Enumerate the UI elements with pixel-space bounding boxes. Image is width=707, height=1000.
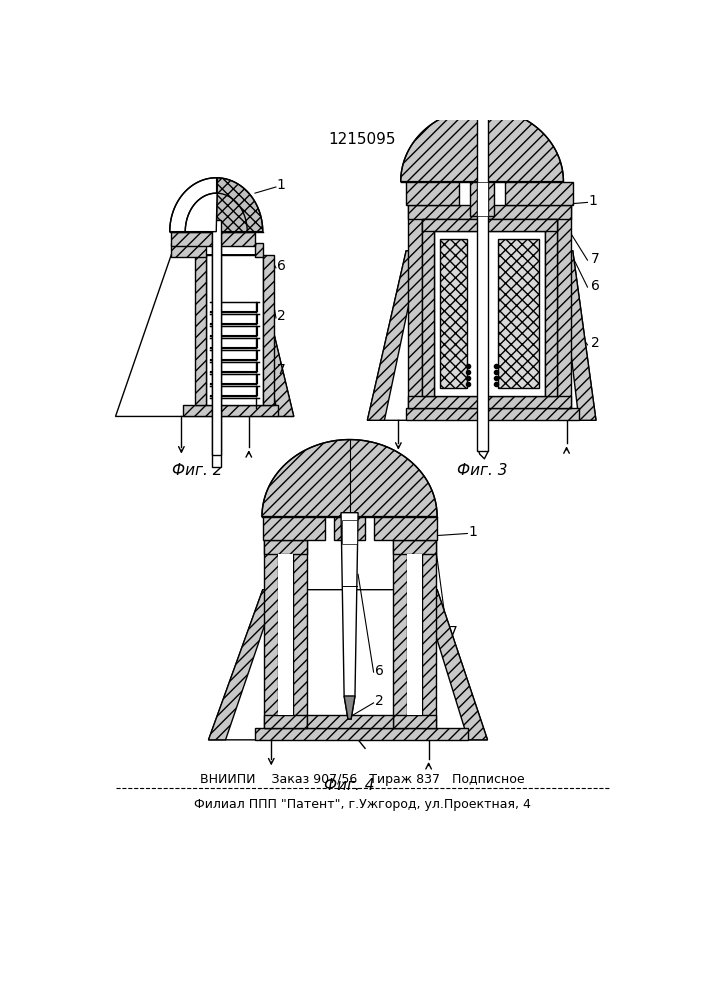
Text: 1: 1 bbox=[468, 525, 477, 539]
Polygon shape bbox=[264, 715, 307, 728]
Polygon shape bbox=[421, 219, 434, 396]
Text: Фиг. 4: Фиг. 4 bbox=[325, 778, 375, 793]
Text: 1: 1 bbox=[588, 194, 597, 208]
Polygon shape bbox=[557, 205, 571, 408]
Text: 6: 6 bbox=[590, 279, 600, 293]
Polygon shape bbox=[393, 715, 436, 728]
Text: 7: 7 bbox=[590, 252, 600, 266]
Polygon shape bbox=[498, 239, 539, 388]
Polygon shape bbox=[170, 178, 218, 232]
Polygon shape bbox=[293, 540, 307, 728]
Text: 2: 2 bbox=[276, 309, 286, 323]
Polygon shape bbox=[216, 178, 263, 232]
Polygon shape bbox=[194, 255, 206, 405]
Polygon shape bbox=[263, 255, 274, 405]
Text: 6: 6 bbox=[375, 664, 384, 678]
Polygon shape bbox=[401, 108, 563, 182]
Polygon shape bbox=[171, 232, 255, 246]
Polygon shape bbox=[341, 513, 358, 719]
Polygon shape bbox=[264, 540, 279, 728]
Polygon shape bbox=[183, 405, 279, 416]
Polygon shape bbox=[115, 255, 293, 416]
Polygon shape bbox=[421, 590, 488, 740]
Polygon shape bbox=[211, 220, 221, 466]
Text: 7: 7 bbox=[449, 625, 457, 639]
Polygon shape bbox=[264, 540, 307, 554]
Polygon shape bbox=[209, 590, 276, 740]
Polygon shape bbox=[171, 243, 206, 257]
Polygon shape bbox=[421, 540, 436, 728]
Polygon shape bbox=[185, 193, 217, 232]
Text: 2: 2 bbox=[375, 694, 384, 708]
Polygon shape bbox=[263, 517, 325, 540]
Text: 1215095: 1215095 bbox=[328, 132, 396, 147]
Polygon shape bbox=[206, 255, 263, 405]
Text: 7: 7 bbox=[276, 363, 286, 377]
Polygon shape bbox=[368, 251, 596, 420]
Text: Фиг. 2: Фиг. 2 bbox=[172, 463, 222, 478]
Polygon shape bbox=[477, 112, 488, 451]
Polygon shape bbox=[408, 205, 421, 408]
Polygon shape bbox=[374, 517, 437, 540]
Polygon shape bbox=[408, 205, 571, 219]
Polygon shape bbox=[341, 520, 357, 544]
Polygon shape bbox=[393, 540, 407, 728]
Polygon shape bbox=[406, 182, 459, 205]
Polygon shape bbox=[406, 408, 579, 420]
Polygon shape bbox=[307, 715, 393, 728]
Polygon shape bbox=[368, 251, 420, 420]
Text: 2: 2 bbox=[590, 336, 600, 350]
Polygon shape bbox=[440, 239, 467, 388]
Text: ВНИИПИ    Заказ 907/56   Тираж 837   Подписное: ВНИИПИ Заказ 907/56 Тираж 837 Подписное bbox=[199, 773, 525, 786]
Polygon shape bbox=[279, 554, 293, 715]
Polygon shape bbox=[408, 396, 571, 408]
Polygon shape bbox=[262, 440, 437, 517]
Polygon shape bbox=[506, 182, 573, 205]
Polygon shape bbox=[209, 590, 488, 740]
Polygon shape bbox=[407, 554, 421, 715]
Polygon shape bbox=[334, 517, 365, 540]
Polygon shape bbox=[434, 231, 545, 396]
Text: 6: 6 bbox=[276, 259, 286, 273]
Polygon shape bbox=[470, 182, 493, 216]
Polygon shape bbox=[559, 251, 596, 420]
Text: Фиг. 3: Фиг. 3 bbox=[457, 463, 508, 478]
Polygon shape bbox=[255, 728, 468, 740]
Polygon shape bbox=[211, 220, 221, 455]
Polygon shape bbox=[545, 219, 557, 396]
Text: Филиал ППП "Патент", г.Ужгород, ул.Проектная, 4: Филиал ППП "Патент", г.Ужгород, ул.Проек… bbox=[194, 798, 530, 811]
Text: 1: 1 bbox=[276, 178, 286, 192]
Polygon shape bbox=[344, 696, 355, 719]
Polygon shape bbox=[255, 243, 263, 257]
Polygon shape bbox=[243, 255, 293, 416]
Polygon shape bbox=[477, 182, 488, 216]
Polygon shape bbox=[421, 219, 557, 231]
Polygon shape bbox=[393, 540, 436, 554]
